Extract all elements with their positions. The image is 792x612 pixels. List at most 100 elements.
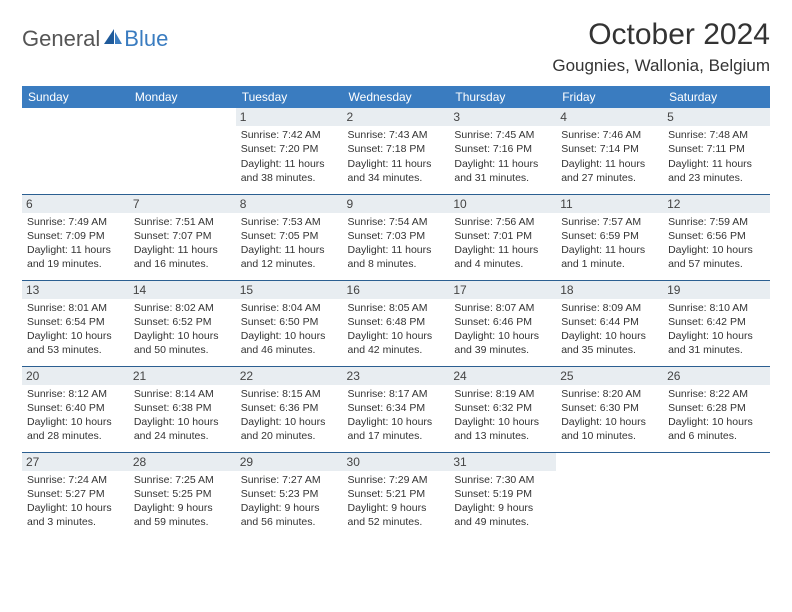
day-number: 26 <box>663 367 770 385</box>
daylight-text: Daylight: 10 hours and 24 minutes. <box>134 415 231 443</box>
day-number: 9 <box>343 195 450 213</box>
sunrise-text: Sunrise: 7:49 AM <box>27 215 124 229</box>
day-number: 19 <box>663 281 770 299</box>
daylight-text: Daylight: 10 hours and 50 minutes. <box>134 329 231 357</box>
sunset-text: Sunset: 6:46 PM <box>454 315 551 329</box>
daylight-text: Daylight: 11 hours and 8 minutes. <box>348 243 445 271</box>
day-number: 22 <box>236 367 343 385</box>
logo: General Blue <box>22 18 168 52</box>
sunset-text: Sunset: 5:21 PM <box>348 487 445 501</box>
daylight-text: Daylight: 10 hours and 39 minutes. <box>454 329 551 357</box>
logo-text-general: General <box>22 26 100 52</box>
sunrise-text: Sunrise: 7:45 AM <box>454 128 551 142</box>
sunrise-text: Sunrise: 7:48 AM <box>668 128 765 142</box>
col-head: Thursday <box>449 86 556 108</box>
calendar-day-cell: 22Sunrise: 8:15 AMSunset: 6:36 PMDayligh… <box>236 366 343 452</box>
day-number: 2 <box>343 108 450 126</box>
daylight-text: Daylight: 11 hours and 1 minute. <box>561 243 658 271</box>
day-number: 11 <box>556 195 663 213</box>
calendar-day-cell: 10Sunrise: 7:56 AMSunset: 7:01 PMDayligh… <box>449 194 556 280</box>
day-number: 27 <box>22 453 129 471</box>
day-number: 23 <box>343 367 450 385</box>
daylight-text: Daylight: 11 hours and 27 minutes. <box>561 157 658 185</box>
sunset-text: Sunset: 6:59 PM <box>561 229 658 243</box>
sunrise-text: Sunrise: 8:04 AM <box>241 301 338 315</box>
logo-text-blue: Blue <box>124 26 168 52</box>
day-number: 5 <box>663 108 770 126</box>
calendar-table: Sunday Monday Tuesday Wednesday Thursday… <box>22 86 770 538</box>
calendar-day-cell: 14Sunrise: 8:02 AMSunset: 6:52 PMDayligh… <box>129 280 236 366</box>
sunrise-text: Sunrise: 8:15 AM <box>241 387 338 401</box>
sunset-text: Sunset: 6:32 PM <box>454 401 551 415</box>
sunset-text: Sunset: 6:38 PM <box>134 401 231 415</box>
sunrise-text: Sunrise: 8:22 AM <box>668 387 765 401</box>
calendar-day-cell: 20Sunrise: 8:12 AMSunset: 6:40 PMDayligh… <box>22 366 129 452</box>
col-head: Monday <box>129 86 236 108</box>
sunset-text: Sunset: 7:07 PM <box>134 229 231 243</box>
calendar-day-cell: 28Sunrise: 7:25 AMSunset: 5:25 PMDayligh… <box>129 452 236 538</box>
sunset-text: Sunset: 7:01 PM <box>454 229 551 243</box>
calendar-day-cell: 21Sunrise: 8:14 AMSunset: 6:38 PMDayligh… <box>129 366 236 452</box>
calendar-day-cell: 12Sunrise: 7:59 AMSunset: 6:56 PMDayligh… <box>663 194 770 280</box>
calendar-day-cell: 27Sunrise: 7:24 AMSunset: 5:27 PMDayligh… <box>22 452 129 538</box>
calendar-day-cell <box>129 108 236 194</box>
sunrise-text: Sunrise: 8:19 AM <box>454 387 551 401</box>
calendar-day-cell <box>22 108 129 194</box>
calendar-week-row: 13Sunrise: 8:01 AMSunset: 6:54 PMDayligh… <box>22 280 770 366</box>
day-header-row: Sunday Monday Tuesday Wednesday Thursday… <box>22 86 770 108</box>
daylight-text: Daylight: 11 hours and 16 minutes. <box>134 243 231 271</box>
day-number: 21 <box>129 367 236 385</box>
day-number: 8 <box>236 195 343 213</box>
sunrise-text: Sunrise: 8:05 AM <box>348 301 445 315</box>
col-head: Wednesday <box>343 86 450 108</box>
daylight-text: Daylight: 11 hours and 38 minutes. <box>241 157 338 185</box>
calendar-week-row: 27Sunrise: 7:24 AMSunset: 5:27 PMDayligh… <box>22 452 770 538</box>
sunset-text: Sunset: 7:16 PM <box>454 142 551 156</box>
calendar-day-cell: 13Sunrise: 8:01 AMSunset: 6:54 PMDayligh… <box>22 280 129 366</box>
calendar-day-cell: 5Sunrise: 7:48 AMSunset: 7:11 PMDaylight… <box>663 108 770 194</box>
logo-sail-icon <box>102 27 124 52</box>
day-number: 31 <box>449 453 556 471</box>
sunrise-text: Sunrise: 7:59 AM <box>668 215 765 229</box>
sunset-text: Sunset: 6:34 PM <box>348 401 445 415</box>
daylight-text: Daylight: 10 hours and 53 minutes. <box>27 329 124 357</box>
sunrise-text: Sunrise: 7:53 AM <box>241 215 338 229</box>
sunset-text: Sunset: 6:54 PM <box>27 315 124 329</box>
daylight-text: Daylight: 11 hours and 19 minutes. <box>27 243 124 271</box>
sunset-text: Sunset: 5:25 PM <box>134 487 231 501</box>
calendar-day-cell: 17Sunrise: 8:07 AMSunset: 6:46 PMDayligh… <box>449 280 556 366</box>
calendar-week-row: 20Sunrise: 8:12 AMSunset: 6:40 PMDayligh… <box>22 366 770 452</box>
sunset-text: Sunset: 7:03 PM <box>348 229 445 243</box>
sunrise-text: Sunrise: 7:51 AM <box>134 215 231 229</box>
day-number: 17 <box>449 281 556 299</box>
sunrise-text: Sunrise: 8:09 AM <box>561 301 658 315</box>
day-number: 3 <box>449 108 556 126</box>
sunrise-text: Sunrise: 7:54 AM <box>348 215 445 229</box>
sunset-text: Sunset: 6:44 PM <box>561 315 658 329</box>
sunset-text: Sunset: 6:40 PM <box>27 401 124 415</box>
sunrise-text: Sunrise: 8:01 AM <box>27 301 124 315</box>
calendar-day-cell: 30Sunrise: 7:29 AMSunset: 5:21 PMDayligh… <box>343 452 450 538</box>
day-number: 18 <box>556 281 663 299</box>
daylight-text: Daylight: 10 hours and 20 minutes. <box>241 415 338 443</box>
col-head: Sunday <box>22 86 129 108</box>
daylight-text: Daylight: 9 hours and 52 minutes. <box>348 501 445 529</box>
daylight-text: Daylight: 10 hours and 31 minutes. <box>668 329 765 357</box>
day-number: 4 <box>556 108 663 126</box>
day-number: 28 <box>129 453 236 471</box>
page-header: General Blue October 2024 Gougnies, Wall… <box>22 18 770 76</box>
calendar-day-cell: 9 Sunrise: 7:54 AMSunset: 7:03 PMDaylight… <box>343 194 450 280</box>
daylight-text: Daylight: 9 hours and 59 minutes. <box>134 501 231 529</box>
day-number: 29 <box>236 453 343 471</box>
calendar-day-cell: 2Sunrise: 7:43 AMSunset: 7:18 PMDaylight… <box>343 108 450 194</box>
sunset-text: Sunset: 7:18 PM <box>348 142 445 156</box>
day-number: 30 <box>343 453 450 471</box>
sunrise-text: Sunrise: 7:27 AM <box>241 473 338 487</box>
calendar-day-cell: 24Sunrise: 8:19 AMSunset: 6:32 PMDayligh… <box>449 366 556 452</box>
daylight-text: Daylight: 10 hours and 46 minutes. <box>241 329 338 357</box>
day-number: 10 <box>449 195 556 213</box>
sunset-text: Sunset: 6:50 PM <box>241 315 338 329</box>
calendar-day-cell: 26Sunrise: 8:22 AMSunset: 6:28 PMDayligh… <box>663 366 770 452</box>
sunrise-text: Sunrise: 8:17 AM <box>348 387 445 401</box>
sunset-text: Sunset: 6:52 PM <box>134 315 231 329</box>
